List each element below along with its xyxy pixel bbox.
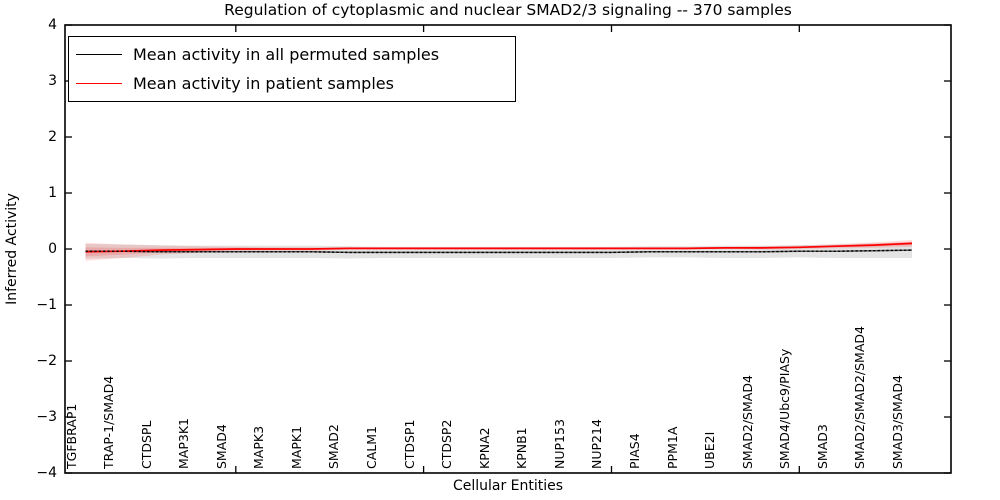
y-tick-label: 1 xyxy=(48,185,57,201)
x-tick-label: PIAS4 xyxy=(627,433,643,469)
x-tick-label: MAP3K1 xyxy=(176,418,192,469)
x-tick-label: TGFBRAP1 xyxy=(63,403,79,469)
patient-line-sample xyxy=(76,83,122,84)
y-tick-label: 4 xyxy=(48,17,57,33)
x-axis-label: Cellular Entities xyxy=(452,478,564,494)
legend-item-permuted: Mean activity in all permuted samples xyxy=(69,42,515,68)
x-tick-label: SMAD2/SMAD2/SMAD4 xyxy=(852,326,868,469)
x-tick-label: UBE2I xyxy=(702,431,718,469)
x-tick-label: SMAD3/SMAD4 xyxy=(890,375,905,469)
x-tick-label: CTDSP2 xyxy=(439,419,455,469)
y-tick-label: 0 xyxy=(48,241,57,257)
legend: Mean activity in all permuted samples Me… xyxy=(68,36,516,102)
x-tick-label: CTDSP1 xyxy=(401,419,417,469)
patient-mean-line xyxy=(85,242,913,253)
legend-label-patient: Mean activity in patient samples xyxy=(133,74,394,93)
x-tick-label: MAPK1 xyxy=(288,425,304,469)
x-tick-label: SMAD3 xyxy=(814,424,830,469)
x-tick-label: SMAD4 xyxy=(213,424,229,469)
x-tick-label: PPM1A xyxy=(664,426,680,469)
x-tick-label: NUP214 xyxy=(589,419,605,469)
y-tick-label: −1 xyxy=(36,297,57,313)
permuted-mean-line xyxy=(85,249,913,254)
y-tick-label: −4 xyxy=(36,465,57,481)
y-tick-label: 2 xyxy=(48,129,57,145)
legend-label-permuted: Mean activity in all permuted samples xyxy=(133,45,440,64)
x-tick-label: MAPK3 xyxy=(251,425,267,469)
x-tick-label: NUP153 xyxy=(551,419,567,469)
permuted-line-sample xyxy=(76,54,122,55)
x-tick-label: CALM1 xyxy=(364,426,380,469)
x-tick-label: SMAD2/SMAD4 xyxy=(739,375,755,469)
patient-band-outer xyxy=(85,240,912,261)
x-tick-label: KPNB1 xyxy=(514,427,530,469)
legend-item-patient: Mean activity in patient samples xyxy=(69,71,515,97)
x-tick-label: CTDSPL xyxy=(138,420,154,469)
y-tick-label: 3 xyxy=(48,73,57,89)
x-tick-label: KPNA2 xyxy=(476,427,492,469)
x-tick-label: SMAD2 xyxy=(326,424,342,469)
x-tick-label: SMAD4/Ubc9/PIASy xyxy=(777,348,793,469)
x-tick-label: TRAP-1/SMAD4 xyxy=(101,375,117,469)
chart-title: Regulation of cytoplasmic and nuclear SM… xyxy=(224,1,792,19)
permuted-band xyxy=(85,242,912,259)
y-tick-label: −3 xyxy=(36,409,57,425)
y-tick-label: −2 xyxy=(36,353,57,369)
